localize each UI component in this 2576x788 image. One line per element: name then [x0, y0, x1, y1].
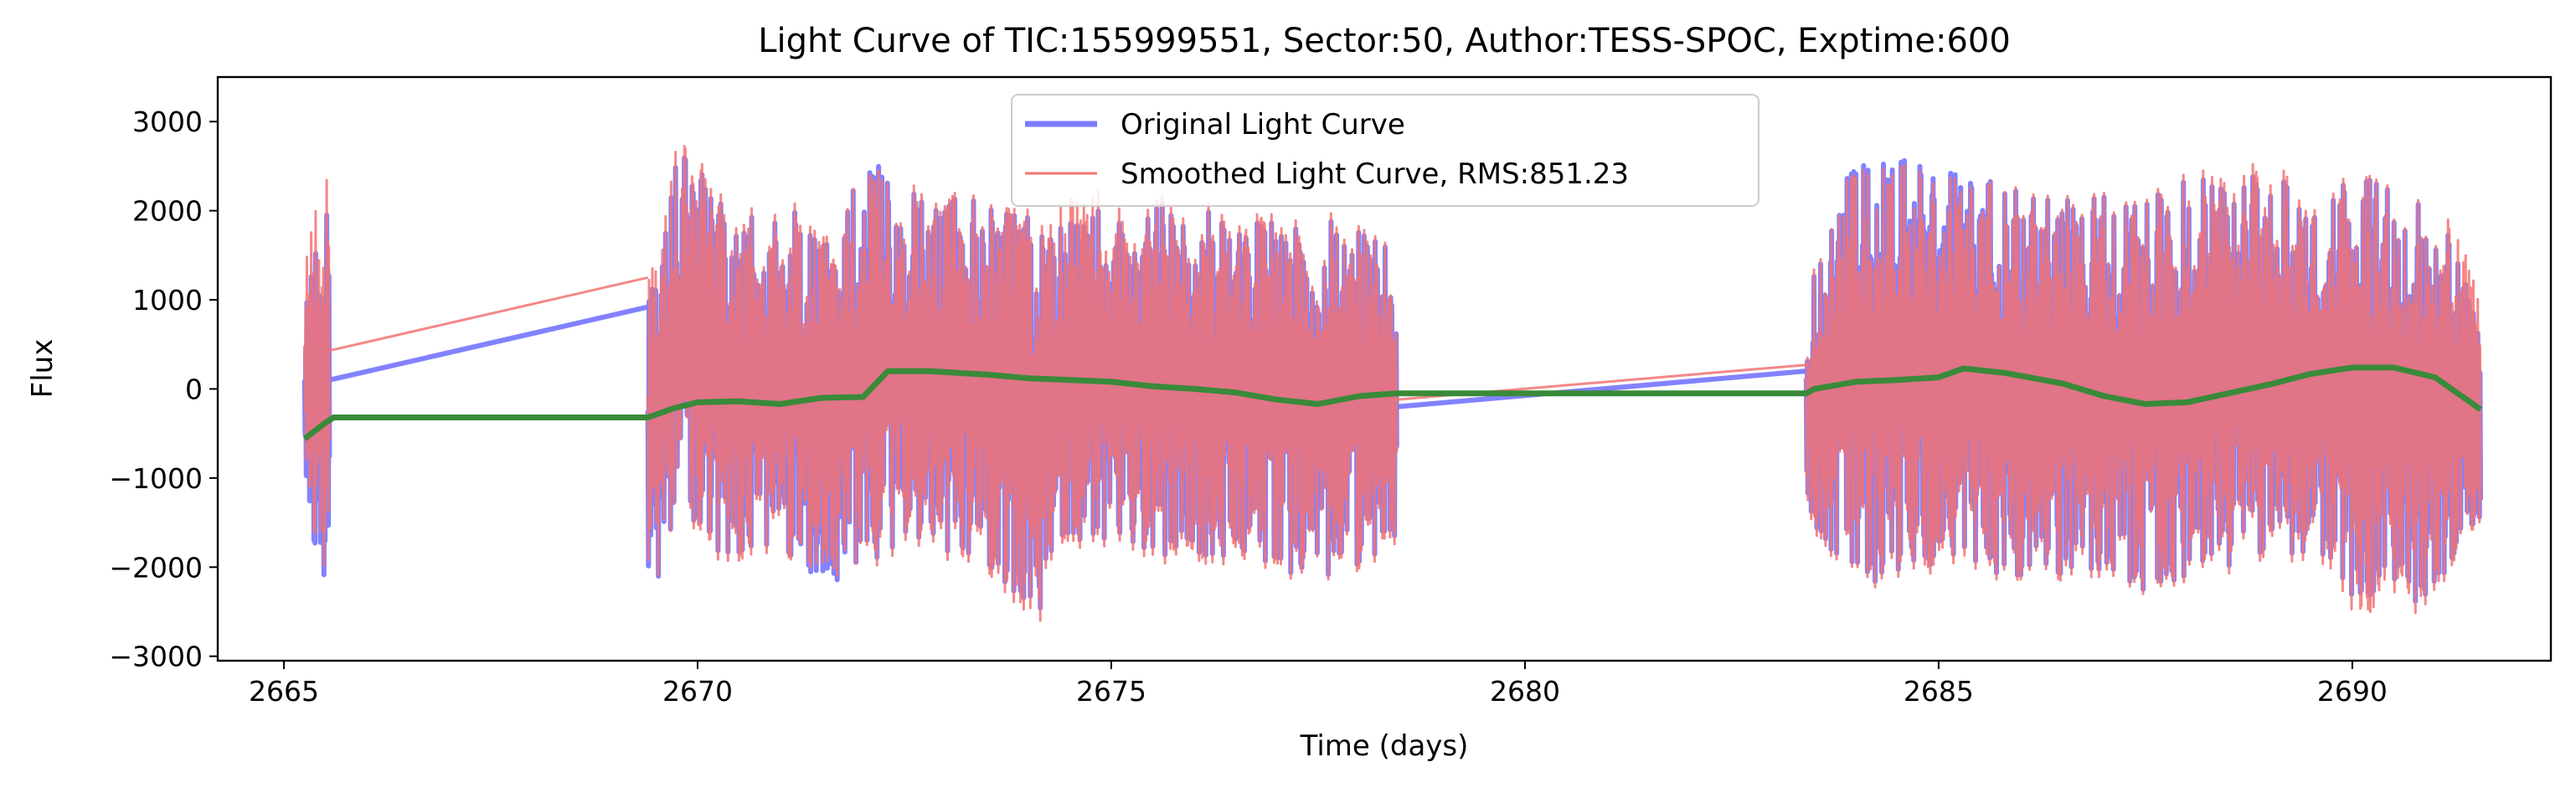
gap-connector [329, 276, 649, 353]
legend: Original Light Curve Smoothed Light Curv… [1011, 94, 1759, 207]
plot-frame [216, 75, 2553, 662]
x-axis: 2665 2670 2675 2680 2685 2690 [249, 661, 2388, 708]
y-axis: −3000 −2000 −1000 0 1000 2000 3000 [109, 106, 218, 673]
x-axis-label: Time (days) [1300, 729, 1469, 763]
y-tick-label: 0 [185, 373, 203, 405]
series-trend [302, 364, 2483, 441]
legend-label-original: Original Light Curve [1121, 108, 1405, 142]
chart-title: Light Curve of TIC:155999551, Sector:50,… [758, 22, 2011, 60]
y-tick-label: −3000 [109, 641, 203, 673]
x-tick-label: 2690 [2317, 675, 2388, 708]
y-axis-label: Flux [26, 339, 59, 399]
legend-box [1011, 94, 1759, 207]
series-layer [301, 145, 2483, 622]
x-tick-label: 2675 [1076, 675, 1146, 708]
x-tick-label: 2665 [249, 675, 319, 708]
y-tick-label: −2000 [109, 551, 203, 584]
y-tick-label: 3000 [132, 106, 203, 138]
x-tick-label: 2680 [1490, 675, 1560, 708]
legend-label-smoothed: Smoothed Light Curve, RMS:851.23 [1121, 157, 1629, 191]
x-tick-label: 2685 [1904, 675, 1974, 708]
y-tick-label: −1000 [109, 462, 203, 495]
y-tick-label: 1000 [132, 284, 203, 317]
plot-area [301, 145, 2483, 622]
x-tick-label: 2670 [662, 675, 733, 708]
gap-connector [1396, 368, 1807, 409]
flux-segment [303, 178, 331, 567]
gap-connector [328, 304, 649, 383]
flux-segment [1805, 162, 2482, 615]
y-tick-label: 2000 [132, 195, 203, 228]
